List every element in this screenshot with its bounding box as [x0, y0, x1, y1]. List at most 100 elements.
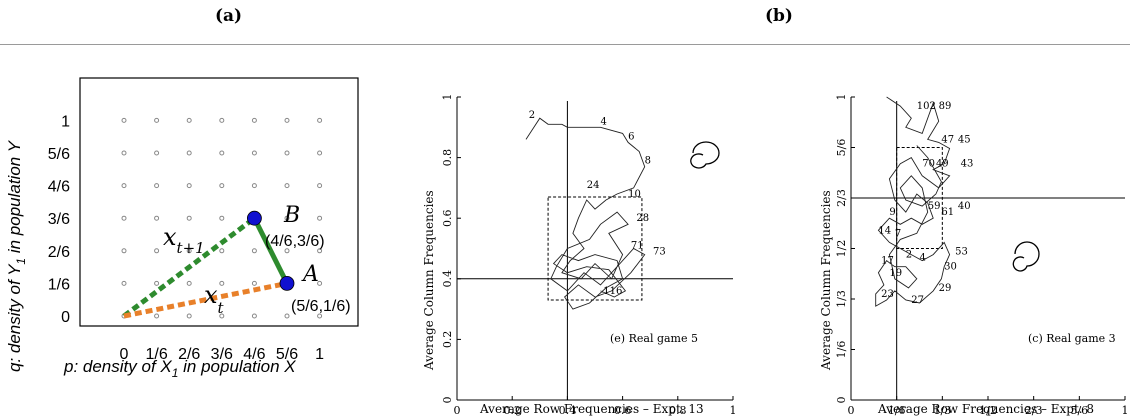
panel-e-title: (e) Real game 5: [610, 332, 698, 345]
panel-a-grid-dots: [121, 117, 323, 319]
e-annotation: 4: [601, 116, 607, 127]
grid-dot: [317, 280, 323, 286]
separator-rule: [0, 44, 1130, 45]
c-annotation: 2: [906, 250, 912, 261]
grid-dot: [317, 150, 323, 156]
grid-dot: [121, 117, 127, 123]
point-a-coord: (5/6,1/6): [291, 298, 351, 315]
panel-a-y-tick-label: 2/6: [48, 244, 70, 261]
grid-dot: [284, 248, 290, 254]
c-annotation: 47: [941, 134, 954, 145]
vector-x-t: [123, 280, 288, 319]
panel-a-x-tick-label: 1/6: [145, 346, 167, 363]
grid-dot: [186, 117, 192, 123]
panel-a-y-tick-label: 0: [61, 309, 70, 326]
e-annotation: 116: [603, 286, 622, 297]
panel-a-x-tick-label: 2/6: [178, 346, 200, 363]
grid-dot: [121, 215, 127, 221]
point-a-name: A: [301, 262, 319, 287]
panel-a-x-tick-label: 3/6: [211, 346, 233, 363]
c-annotation: 40: [958, 201, 971, 212]
panel-a-x-tick-label: 0: [120, 346, 129, 363]
c-x-tick-label: 1: [1122, 404, 1129, 417]
c-x-tick-label: 2/3: [1025, 404, 1043, 417]
c-annotation: 4: [920, 253, 926, 264]
grid-dot: [121, 280, 127, 286]
point-b-marker: [247, 210, 262, 226]
grid-dot: [317, 313, 323, 319]
label-x-t: xt: [204, 281, 225, 317]
grid-dot: [186, 248, 192, 254]
e-x-tick-label: 0.4: [559, 404, 577, 417]
e-x-tick-label: 1: [730, 404, 737, 417]
panel-c-y-ticks: 0 1/6 1/3 1/2 2/3 5/6 1: [835, 94, 855, 404]
panel-e-dashed-box: [547, 196, 643, 301]
e-x-tick-label: 0: [454, 404, 461, 417]
grid-dot: [186, 183, 192, 189]
grid-dot: [154, 215, 160, 221]
grid-dot: [317, 248, 323, 254]
grid-dot: [154, 183, 160, 189]
c-x-tick-label: 5/6: [1070, 404, 1088, 417]
c-annotation: 70: [922, 159, 935, 170]
grid-dot: [251, 280, 257, 286]
transition-segment: [252, 217, 290, 285]
c-annotation: 89: [939, 101, 952, 112]
panel-e-y-ticks: 0 0.2 0.4 0.6 0.8 1: [441, 94, 461, 404]
e-annotation: 24: [587, 180, 600, 191]
panel-a-y-tick-label: 5/6: [48, 146, 70, 163]
e-annotation: 73: [653, 247, 666, 258]
panel-e-xlabel: Average Row Frequencies – Expt. 13: [479, 402, 704, 416]
c-annotation: 59: [928, 201, 941, 212]
c-annotation: 49: [936, 159, 949, 170]
panel-c: 0 1/6 1/3 1/2 2/3 5/6 1 0 1/6 1/3 1/2 2/3 5/6 1 102 8…: [819, 94, 1129, 418]
grid-dot: [121, 183, 127, 189]
panel-a-frame: [79, 77, 359, 327]
grid-dot: [251, 313, 257, 319]
c-annotation: 27: [911, 295, 924, 306]
grid-dot: [284, 183, 290, 189]
c-x-tick-label: 1/6: [888, 404, 906, 417]
grid-dot: [251, 248, 257, 254]
label-x-t-plus-1: xt+1: [163, 223, 205, 257]
panel-a-y-tick-label: 1/6: [48, 276, 70, 293]
e-y-tick-label: 0.6: [441, 209, 454, 227]
c-annotation: 53: [955, 247, 968, 258]
panel-a-x-ticks: 0 1/6 2/6 3/6 4/6 5/6 1: [120, 346, 325, 363]
e-annotation: 71: [631, 241, 644, 252]
c-y-tick-label: 0: [835, 397, 848, 404]
point-a-marker: [279, 275, 295, 291]
panel-c-cycle-icon: [1012, 241, 1040, 272]
grid-dot: [154, 313, 160, 319]
grid-dot: [317, 117, 323, 123]
grid-dot: [317, 183, 323, 189]
grid-dot: [219, 248, 225, 254]
grid-dot: [154, 150, 160, 156]
c-annotation: 23: [881, 289, 894, 300]
e-y-tick-label: 0: [441, 397, 454, 404]
c-y-tick-label: 2/3: [835, 189, 848, 207]
grid-dot: [251, 150, 257, 156]
panel-a-x-tick-label: 4/6: [243, 346, 265, 363]
panel-e-ylabel: Average Column Frequencies: [422, 190, 436, 371]
c-y-tick-label: 1/2: [835, 240, 848, 258]
grid-dot: [284, 313, 290, 319]
c-y-tick-label: 1: [835, 94, 848, 101]
grid-dot: [251, 117, 257, 123]
e-y-tick-label: 0.2: [441, 331, 454, 349]
grid-dot: [219, 183, 225, 189]
grid-dot: [317, 215, 323, 221]
e-x-tick-label: 0.6: [614, 404, 632, 417]
point-b-coord: (4/6,3/6): [265, 233, 325, 250]
c-annotation: 30: [944, 262, 957, 273]
panel-c-x-ticks: 0 1/6 1/3 1/2 2/3 5/6 1: [848, 396, 1129, 417]
panel-c-xlabel: Average Row Frequencies – Expt. 8: [877, 402, 1094, 416]
panel-c-trajectory: [875, 96, 951, 307]
panel-e-cycle-icon: [690, 141, 720, 169]
panel-a-ylabel: q: density of Y1 in population Y: [5, 139, 28, 372]
grid-dot: [219, 117, 225, 123]
c-annotation: 17: [881, 256, 894, 267]
